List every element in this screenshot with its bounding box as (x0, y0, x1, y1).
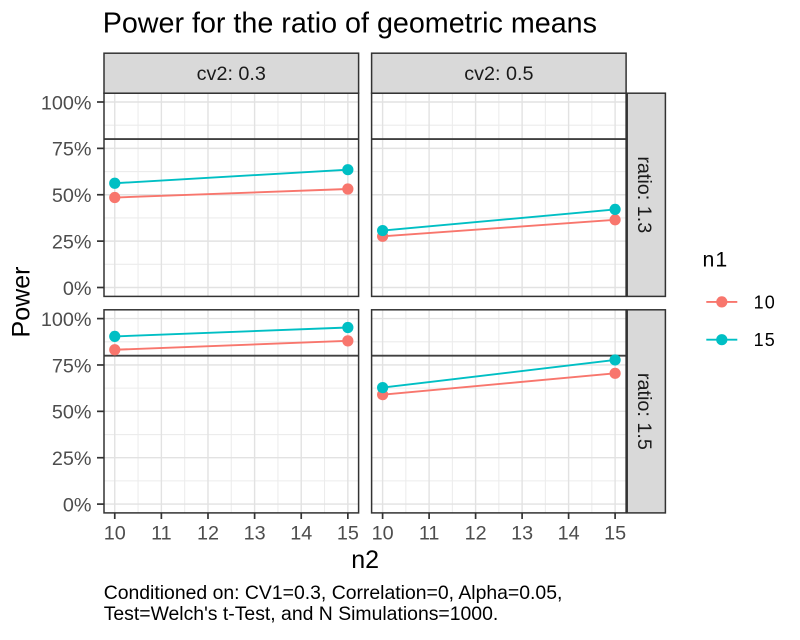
svg-text:100%: 100% (41, 309, 92, 331)
svg-text:10: 10 (372, 522, 394, 544)
svg-text:50%: 50% (52, 185, 92, 207)
svg-text:n2: n2 (351, 546, 379, 574)
svg-text:ratio: 1.3: ratio: 1.3 (633, 156, 655, 233)
svg-text:11: 11 (151, 522, 172, 544)
svg-text:15: 15 (604, 522, 626, 544)
svg-text:25%: 25% (52, 231, 92, 253)
svg-text:Conditioned on: CV1=0.3, Corre: Conditioned on: CV1=0.3, Correlation=0, … (104, 582, 563, 604)
svg-text:10: 10 (754, 292, 776, 312)
svg-text:n1: n1 (703, 248, 729, 272)
svg-text:13: 13 (244, 522, 266, 544)
svg-text:cv2: 0.3: cv2: 0.3 (197, 63, 266, 85)
svg-text:Test=Welch's t-Test, and N Sim: Test=Welch's t-Test, and N Simulations=1… (104, 603, 499, 625)
svg-text:13: 13 (511, 522, 533, 544)
svg-text:75%: 75% (52, 139, 92, 161)
svg-text:25%: 25% (52, 448, 92, 470)
svg-text:Power: Power (7, 267, 35, 338)
svg-text:11: 11 (419, 522, 440, 544)
svg-text:15: 15 (754, 330, 776, 350)
svg-text:cv2: 0.5: cv2: 0.5 (464, 63, 533, 85)
svg-text:Power for the ratio of geometr: Power for the ratio of geometric means (103, 8, 597, 40)
svg-text:0%: 0% (63, 494, 92, 516)
svg-text:75%: 75% (52, 355, 92, 377)
svg-text:14: 14 (558, 522, 580, 544)
svg-text:14: 14 (290, 522, 312, 544)
svg-text:12: 12 (197, 522, 219, 544)
svg-text:100%: 100% (41, 92, 92, 114)
svg-text:12: 12 (465, 522, 487, 544)
svg-text:0%: 0% (63, 278, 92, 300)
svg-text:ratio: 1.5: ratio: 1.5 (633, 373, 655, 450)
svg-text:10: 10 (104, 522, 126, 544)
svg-text:15: 15 (337, 522, 359, 544)
svg-text:50%: 50% (52, 402, 92, 424)
